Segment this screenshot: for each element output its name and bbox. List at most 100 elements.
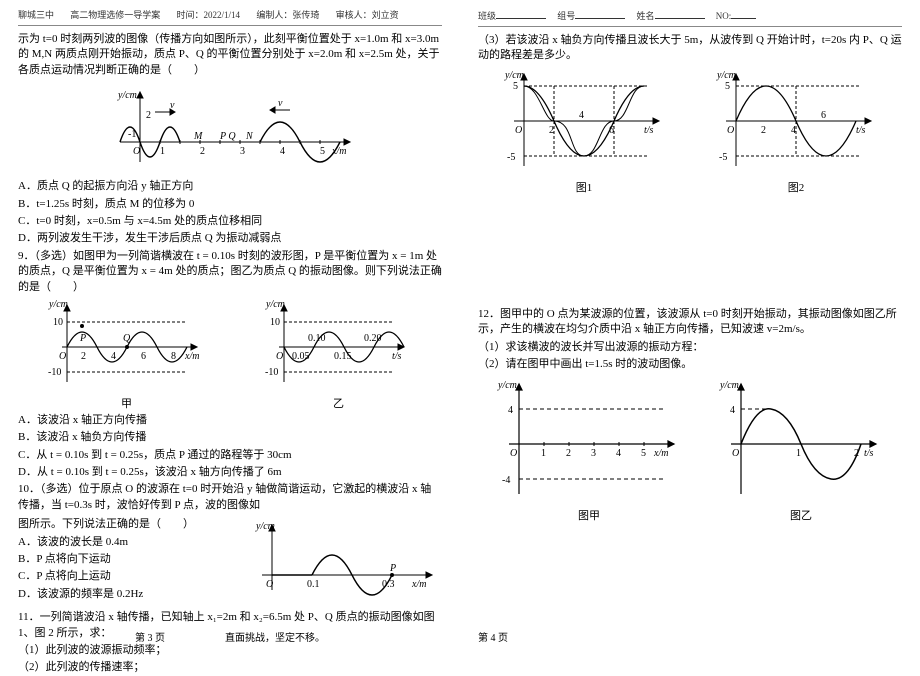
svg-text:5: 5: [641, 448, 646, 459]
svg-text:0.15: 0.15: [334, 351, 352, 362]
course: 高二物理选修一导学案: [70, 10, 160, 20]
fig-q10: y/cm O 0.1 0.3 P x/m: [252, 515, 442, 608]
svg-text:v: v: [278, 98, 283, 109]
cap-jia2: 图甲: [494, 507, 684, 523]
reviewer-label: 审核人：: [336, 10, 372, 20]
svg-text:3: 3: [591, 448, 596, 459]
reviewer: 刘立资: [372, 10, 399, 20]
q9D: D．从 t = 0.10s 到 t = 0.25s，该波沿 x 轴方向传播了 6…: [18, 465, 442, 480]
author: 张传琦: [292, 10, 319, 20]
svg-text:P: P: [389, 563, 396, 574]
svg-text:y/cm: y/cm: [255, 521, 275, 532]
svg-text:1: 1: [160, 146, 165, 157]
cap-yi: 乙: [264, 395, 414, 411]
svg-text:-5: -5: [719, 152, 727, 163]
svg-text:y/cm: y/cm: [48, 299, 68, 310]
cap-jia: 甲: [47, 395, 207, 411]
svg-text:2: 2: [549, 125, 554, 136]
svg-text:5: 5: [513, 81, 518, 92]
svg-text:P Q: P Q: [219, 131, 236, 142]
svg-text:2: 2: [761, 125, 766, 136]
svg-text:3: 3: [240, 146, 245, 157]
time-label: 时间：: [177, 10, 204, 20]
footer-left: 第 3 页 直面挑战，坚定不移。: [0, 629, 460, 644]
svg-text:2: 2: [146, 110, 151, 121]
svg-text:y/cm: y/cm: [719, 380, 739, 391]
svg-text:2: 2: [566, 448, 571, 459]
q8A: A．质点 Q 的起振方向沿 y 轴正方向: [18, 179, 442, 194]
svg-text:4: 4: [111, 351, 116, 362]
author-label: 编制人：: [256, 10, 292, 20]
svg-text:O: O: [133, 146, 140, 157]
left-page: 聊城三中 高二物理选修一导学案 时间：2022/1/14 编制人：张传琦 审核人…: [0, 0, 460, 650]
fig-wave-mn: v v 2 -1 O 1 M P Q N 2 3 4 5 x/m y/cm: [18, 82, 442, 175]
svg-text:6: 6: [609, 125, 614, 136]
svg-text:O: O: [727, 125, 734, 136]
svg-text:x/m: x/m: [184, 351, 199, 362]
svg-text:-1: -1: [128, 129, 136, 140]
svg-text:0.10: 0.10: [308, 333, 326, 344]
no-label: NO:: [716, 11, 732, 21]
svg-text:t/s: t/s: [856, 125, 866, 136]
header-left: 聊城三中 高二物理选修一导学案 时间：2022/1/14 编制人：张传琦 审核人…: [18, 8, 442, 21]
q11a: （1）此列波的波源振动频率；: [18, 643, 442, 658]
cap-t2: 图2: [711, 179, 881, 195]
q10D: D．该波源的频率是 0.2Hz: [18, 587, 252, 602]
q9B: B．该波沿 x 轴负方向传播: [18, 430, 442, 445]
q10A: A．该波的波长是 0.4m: [18, 535, 252, 550]
q8-intro: 示为 t=0 时刻两列波的图像（传播方向如图所示），此刻平衡位置处于 x=1.0…: [18, 32, 442, 78]
svg-text:2: 2: [200, 146, 205, 157]
svg-text:2: 2: [81, 351, 86, 362]
svg-text:2: 2: [854, 448, 859, 459]
q8B: B．t=1.25s 时刻，质点 M 的位移为 0: [18, 197, 442, 212]
q11c: （3）若该波沿 x 轴负方向传播且波长大于 5m，从波传到 Q 开始计时，t=2…: [478, 33, 902, 64]
svg-text:O: O: [276, 351, 283, 362]
svg-text:y/cm: y/cm: [504, 70, 524, 81]
svg-text:0.20: 0.20: [364, 333, 382, 344]
svg-text:0.1: 0.1: [307, 579, 320, 590]
svg-text:x/m: x/m: [653, 448, 668, 459]
name-label: 姓名: [637, 11, 655, 21]
svg-text:Q: Q: [123, 333, 131, 344]
q8-options: A．质点 Q 的起振方向沿 y 轴正方向 B．t=1.25s 时刻，质点 M 的…: [18, 179, 442, 247]
svg-text:O: O: [510, 448, 517, 459]
q10B: B．P 点将向下运动: [18, 552, 252, 567]
svg-text:4: 4: [616, 448, 621, 459]
svg-text:10: 10: [53, 317, 63, 328]
svg-text:O: O: [266, 579, 273, 590]
fig-q11: y/cm 5 -5 O 2 4 6 t/s 图1: [478, 66, 902, 195]
svg-text:O: O: [732, 448, 739, 459]
svg-text:x/m: x/m: [331, 146, 346, 157]
q9C: C．从 t = 0.10s 到 t = 0.25s，质点 P 通过的路程等于 3…: [18, 448, 442, 463]
cap-yi2: 图乙: [716, 507, 886, 523]
q8C: C．t=0 时刻，x=0.5m 与 x=4.5m 处的质点位移相同: [18, 214, 442, 229]
q11b: （2）此列波的传播速率；: [18, 660, 442, 675]
svg-text:4: 4: [730, 405, 735, 416]
q12b: （2）请在图甲中画出 t=1.5s 时的波动图像。: [478, 357, 902, 372]
q12a: （1）求该横波的波长并写出波源的振动方程：: [478, 340, 902, 355]
svg-text:4: 4: [791, 125, 796, 136]
svg-text:-10: -10: [265, 367, 278, 378]
svg-text:8: 8: [171, 351, 176, 362]
q9-options: A．该波沿 x 轴正方向传播 B．该波沿 x 轴负方向传播 C．从 t = 0.…: [18, 413, 442, 481]
fig-q12: y/cm 4 -4 O 1 2 3 4 5 x/m 图甲: [478, 374, 902, 523]
svg-text:t/s: t/s: [644, 125, 654, 136]
group-label: 组号: [557, 11, 575, 21]
svg-text:4: 4: [280, 146, 285, 157]
header-right: 班级 组号 姓名 NO:: [478, 8, 902, 22]
svg-text:y/cm: y/cm: [716, 70, 736, 81]
q10C: C．P 点将向上运动: [18, 569, 252, 584]
q10: 10．（多选）位于原点 O 的波源在 t=0 时开始沿 y 轴做简谐运动，它激起…: [18, 482, 442, 513]
svg-text:4: 4: [508, 405, 513, 416]
svg-text:O: O: [59, 351, 66, 362]
svg-text:N: N: [245, 131, 254, 142]
q9: 9．（多选）如图甲为一列简谐横波在 t = 0.10s 时刻的波形图，P 是平衡…: [18, 249, 442, 295]
svg-text:10: 10: [270, 317, 280, 328]
svg-text:O: O: [515, 125, 522, 136]
q12: 12．图甲中的 O 点为某波源的位置，该波源从 t=0 时刻开始振动，其振动图像…: [478, 307, 902, 338]
q8D: D．两列波发生干涉，发生干涉后质点 Q 为振动减弱点: [18, 231, 442, 246]
svg-text:0.3: 0.3: [382, 579, 395, 590]
svg-text:1: 1: [796, 448, 801, 459]
svg-text:-5: -5: [507, 152, 515, 163]
svg-text:x/m: x/m: [411, 579, 426, 590]
